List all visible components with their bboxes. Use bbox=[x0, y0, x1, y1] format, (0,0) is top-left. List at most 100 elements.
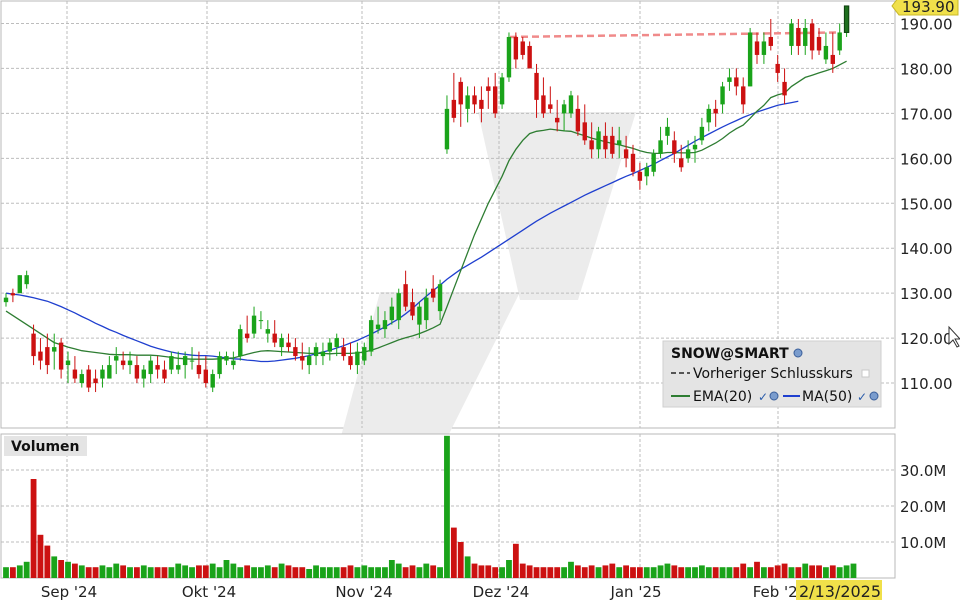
volume-bar bbox=[230, 563, 237, 578]
volume-bar bbox=[685, 567, 692, 578]
volume-bar bbox=[643, 567, 650, 578]
volume-bar bbox=[581, 567, 588, 578]
volume-bar bbox=[402, 567, 409, 578]
checkmark-icon[interactable]: ✓ bbox=[857, 390, 867, 404]
candle bbox=[720, 86, 725, 105]
candle bbox=[389, 306, 395, 321]
volume-bar bbox=[78, 565, 85, 578]
candle bbox=[52, 347, 57, 352]
candle bbox=[251, 315, 257, 334]
last-price-tag: 193.90 bbox=[891, 0, 959, 16]
candle bbox=[320, 351, 326, 357]
volume-bar bbox=[719, 567, 726, 578]
volume-bar bbox=[326, 567, 333, 578]
candle bbox=[823, 45, 829, 60]
candle bbox=[286, 342, 291, 348]
volume-bar bbox=[182, 565, 189, 578]
legend-title: SNOW@SMART bbox=[671, 346, 789, 362]
candle bbox=[120, 360, 126, 366]
candle bbox=[837, 32, 842, 51]
volume-bar bbox=[85, 567, 92, 578]
legend-label-ema: EMA(20) bbox=[693, 389, 752, 405]
volume-bar bbox=[202, 565, 209, 578]
volume-bar bbox=[464, 556, 471, 578]
volume-bar bbox=[161, 567, 168, 578]
candle bbox=[637, 171, 643, 181]
candle bbox=[210, 374, 215, 388]
volume-bar bbox=[423, 563, 430, 578]
last-date-label: 2/13/2025 bbox=[799, 582, 881, 600]
volume-bar bbox=[450, 527, 457, 578]
volume-bar bbox=[65, 561, 71, 578]
candle bbox=[520, 41, 525, 55]
candle bbox=[341, 347, 346, 357]
volume-y-tick-label: 10.0M bbox=[900, 534, 946, 552]
ma50-line bbox=[5, 100, 799, 363]
volume-bar bbox=[698, 565, 705, 578]
candle bbox=[465, 95, 470, 109]
volume-bar bbox=[437, 567, 443, 578]
candle bbox=[789, 23, 794, 46]
candle bbox=[396, 293, 401, 321]
volume-bar bbox=[209, 563, 216, 578]
candle bbox=[189, 360, 195, 362]
candle bbox=[830, 54, 835, 64]
volume-bar bbox=[602, 565, 609, 578]
x-tick-label: Feb '25 bbox=[753, 583, 808, 600]
volume-bar bbox=[492, 567, 499, 578]
candle bbox=[65, 360, 71, 366]
candle bbox=[107, 365, 112, 379]
candle bbox=[761, 41, 767, 55]
volume-bar bbox=[292, 567, 299, 578]
candle bbox=[93, 378, 98, 384]
volume-bar bbox=[519, 563, 526, 578]
volume-bar bbox=[747, 567, 754, 578]
candle bbox=[417, 306, 422, 325]
volume-bar bbox=[664, 563, 671, 578]
candle bbox=[375, 324, 381, 330]
volume-bar bbox=[23, 561, 30, 578]
volume-bar bbox=[92, 567, 99, 578]
volume-bar bbox=[168, 567, 175, 578]
checkmark-icon[interactable]: ✓ bbox=[758, 390, 768, 404]
volume-bar bbox=[430, 565, 437, 578]
volume-title: Volumen bbox=[11, 439, 80, 455]
x-tick-label: Okt '24 bbox=[182, 583, 236, 600]
settings-icon[interactable] bbox=[769, 391, 779, 401]
ema20-line bbox=[5, 60, 847, 360]
volume-bar bbox=[395, 563, 402, 578]
candle bbox=[644, 167, 649, 177]
checkbox-icon[interactable] bbox=[861, 369, 870, 378]
candle bbox=[534, 72, 539, 100]
volume-bar bbox=[705, 567, 712, 578]
volume-bar bbox=[671, 565, 678, 578]
volume-bar bbox=[595, 567, 602, 578]
volume-bar bbox=[154, 567, 161, 578]
y-tick-label: 130.00 bbox=[900, 285, 953, 303]
candle bbox=[10, 293, 16, 296]
candle bbox=[327, 342, 333, 352]
candle bbox=[231, 360, 236, 366]
candle bbox=[176, 365, 181, 370]
volume-bar bbox=[843, 565, 850, 578]
volume-bar bbox=[251, 567, 257, 578]
candle bbox=[582, 122, 587, 141]
candle bbox=[100, 369, 105, 379]
candle bbox=[589, 140, 594, 150]
volume-bar bbox=[636, 567, 643, 578]
candle bbox=[86, 369, 91, 388]
candle bbox=[843, 5, 850, 33]
candle bbox=[658, 140, 663, 154]
volume-bar bbox=[134, 567, 140, 578]
volume-bar bbox=[37, 534, 44, 578]
settings-icon[interactable] bbox=[793, 348, 803, 358]
legend-label-ma: MA(50) bbox=[802, 389, 852, 405]
volume-bar bbox=[244, 565, 251, 578]
candle bbox=[672, 140, 677, 154]
volume-bar bbox=[320, 567, 326, 578]
candle bbox=[809, 23, 815, 51]
volume-bar bbox=[761, 567, 767, 578]
settings-icon[interactable] bbox=[869, 391, 879, 401]
volume-bar bbox=[788, 567, 795, 578]
mouse-cursor-icon bbox=[948, 325, 960, 348]
